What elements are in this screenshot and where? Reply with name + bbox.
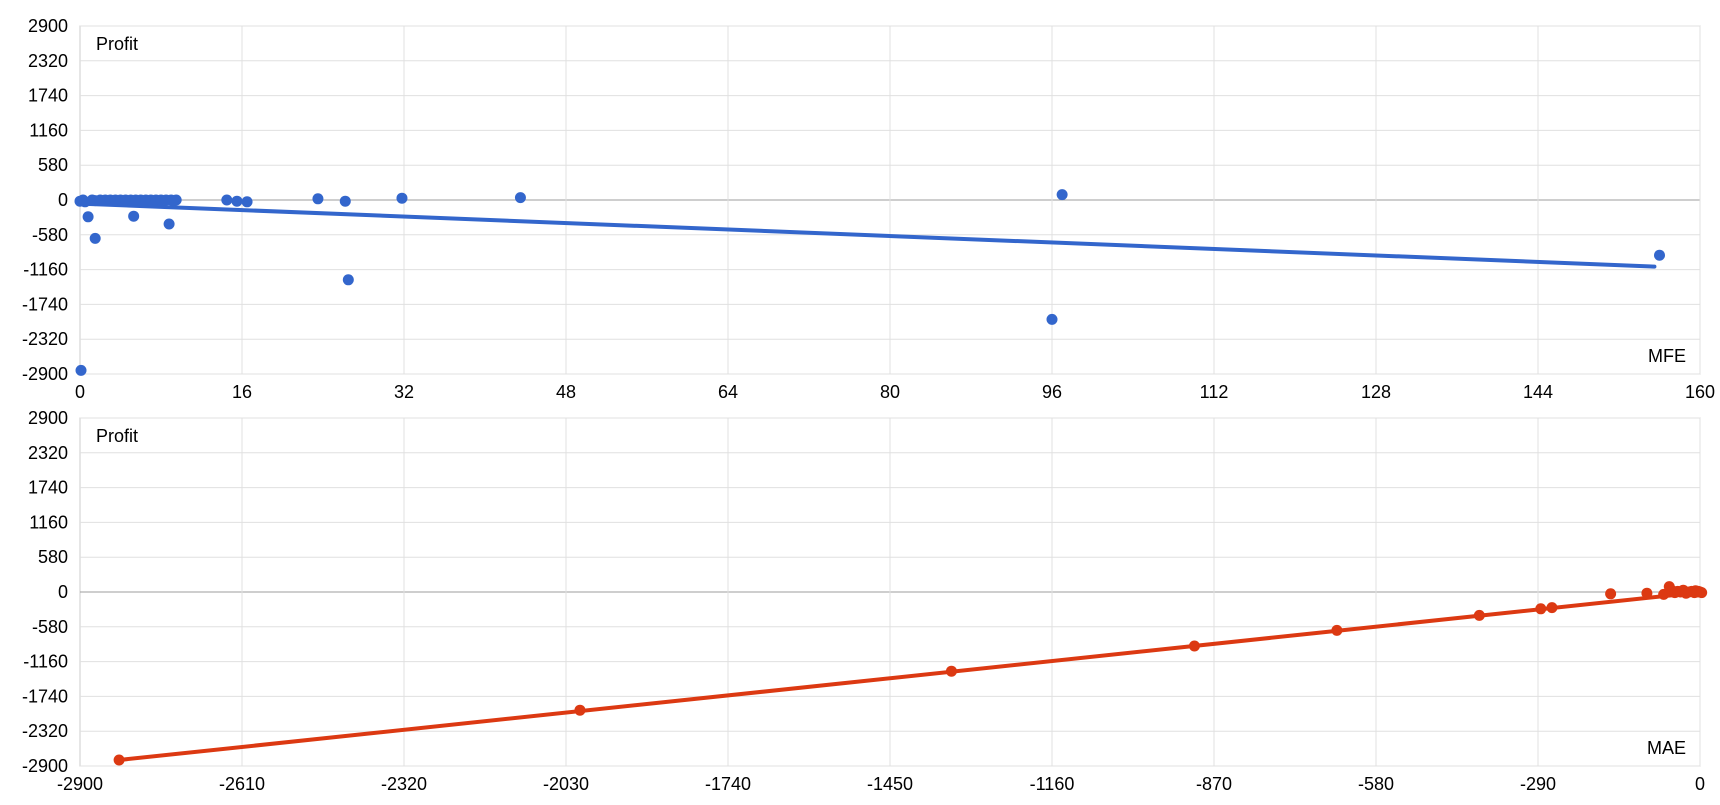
y-tick-label: -1740 — [22, 294, 68, 314]
data-point — [1331, 624, 1343, 636]
data-point — [1535, 603, 1547, 615]
trendline — [117, 590, 1700, 762]
data-point — [312, 193, 324, 205]
x-tick-label: 96 — [1042, 382, 1062, 402]
data-point — [89, 232, 101, 244]
y-tick-label: -1160 — [23, 260, 68, 280]
x-tick-label: -2900 — [57, 774, 103, 794]
y-tick-label: 1740 — [28, 478, 68, 498]
x-tick-label: -2320 — [381, 774, 427, 794]
data-point — [1605, 588, 1617, 600]
x-tick-label: 112 — [1200, 382, 1229, 402]
data-point — [342, 274, 354, 286]
y-axis-title: Profit — [96, 426, 138, 446]
y-tick-label: 1740 — [28, 86, 68, 106]
y-tick-label: 2320 — [28, 51, 68, 71]
y-tick-label: -1160 — [23, 652, 68, 672]
trendline — [78, 201, 1657, 269]
data-point — [1696, 587, 1708, 599]
x-tick-label: 16 — [232, 382, 252, 402]
x-tick-label: -870 — [1196, 774, 1232, 794]
x-tick-label: -290 — [1520, 774, 1556, 794]
x-axis-title: MFE — [1648, 346, 1686, 366]
data-point — [128, 210, 140, 222]
y-tick-label: 1160 — [29, 120, 68, 140]
data-point — [1473, 609, 1485, 621]
data-point — [396, 192, 408, 204]
data-point — [1056, 189, 1068, 201]
data-point — [1654, 249, 1665, 261]
data-point — [1046, 313, 1058, 325]
data-point — [82, 211, 94, 223]
y-axis-title: Profit — [96, 34, 138, 54]
y-tick-label: 0 — [58, 190, 68, 210]
data-point — [574, 704, 586, 716]
x-tick-label: 32 — [394, 382, 414, 402]
x-tick-label: 144 — [1523, 382, 1553, 402]
x-tick-label: 64 — [718, 382, 738, 402]
y-tick-label: -2320 — [22, 721, 68, 741]
x-tick-label: 128 — [1361, 382, 1391, 402]
data-point — [167, 195, 179, 207]
data-point — [241, 196, 253, 208]
y-tick-label: -580 — [32, 617, 68, 637]
data-point — [1188, 640, 1200, 652]
x-tick-label: -2030 — [543, 774, 589, 794]
data-point — [221, 194, 233, 206]
data-point — [163, 218, 175, 230]
data-point — [231, 195, 243, 207]
x-axis-title: MAE — [1647, 738, 1686, 758]
y-tick-label: 580 — [38, 547, 68, 567]
data-point — [945, 665, 957, 677]
data-point — [1641, 587, 1653, 599]
x-tick-label: -1740 — [705, 774, 751, 794]
y-tick-label: 2900 — [28, 16, 68, 36]
x-tick-label: -580 — [1358, 774, 1394, 794]
x-tick-label: -1450 — [867, 774, 913, 794]
x-tick-label: 0 — [1695, 774, 1705, 794]
data-point — [75, 364, 87, 376]
x-tick-label: 80 — [880, 382, 900, 402]
y-tick-label: 1160 — [29, 512, 68, 532]
x-tick-label: -1160 — [1030, 774, 1075, 794]
y-tick-label: -580 — [32, 225, 68, 245]
x-tick-label: 160 — [1685, 382, 1715, 402]
y-tick-label: -2900 — [22, 756, 68, 776]
chart-0: 2900 2320 1740 1160 580 0 -580 -1160 -1740 -2320 -… — [22, 16, 1715, 402]
data-point — [1546, 602, 1558, 614]
y-tick-label: -2320 — [22, 329, 68, 349]
data-point — [1658, 588, 1670, 600]
data-point — [514, 192, 526, 204]
y-tick-label: -2900 — [22, 364, 68, 384]
y-tick-label: 0 — [58, 582, 68, 602]
data-point — [113, 754, 125, 766]
y-tick-label: 2900 — [28, 408, 68, 428]
chart-1: 2900 2320 1740 1160 580 0 -580 -1160 -1740 -2320 -… — [22, 408, 1708, 794]
x-tick-label: 0 — [75, 382, 85, 402]
y-tick-label: -1740 — [22, 686, 68, 706]
x-tick-label: -2610 — [219, 774, 265, 794]
data-point — [339, 195, 351, 207]
x-tick-label: 48 — [556, 382, 576, 402]
y-tick-label: 580 — [38, 155, 68, 175]
y-tick-label: 2320 — [28, 443, 68, 463]
